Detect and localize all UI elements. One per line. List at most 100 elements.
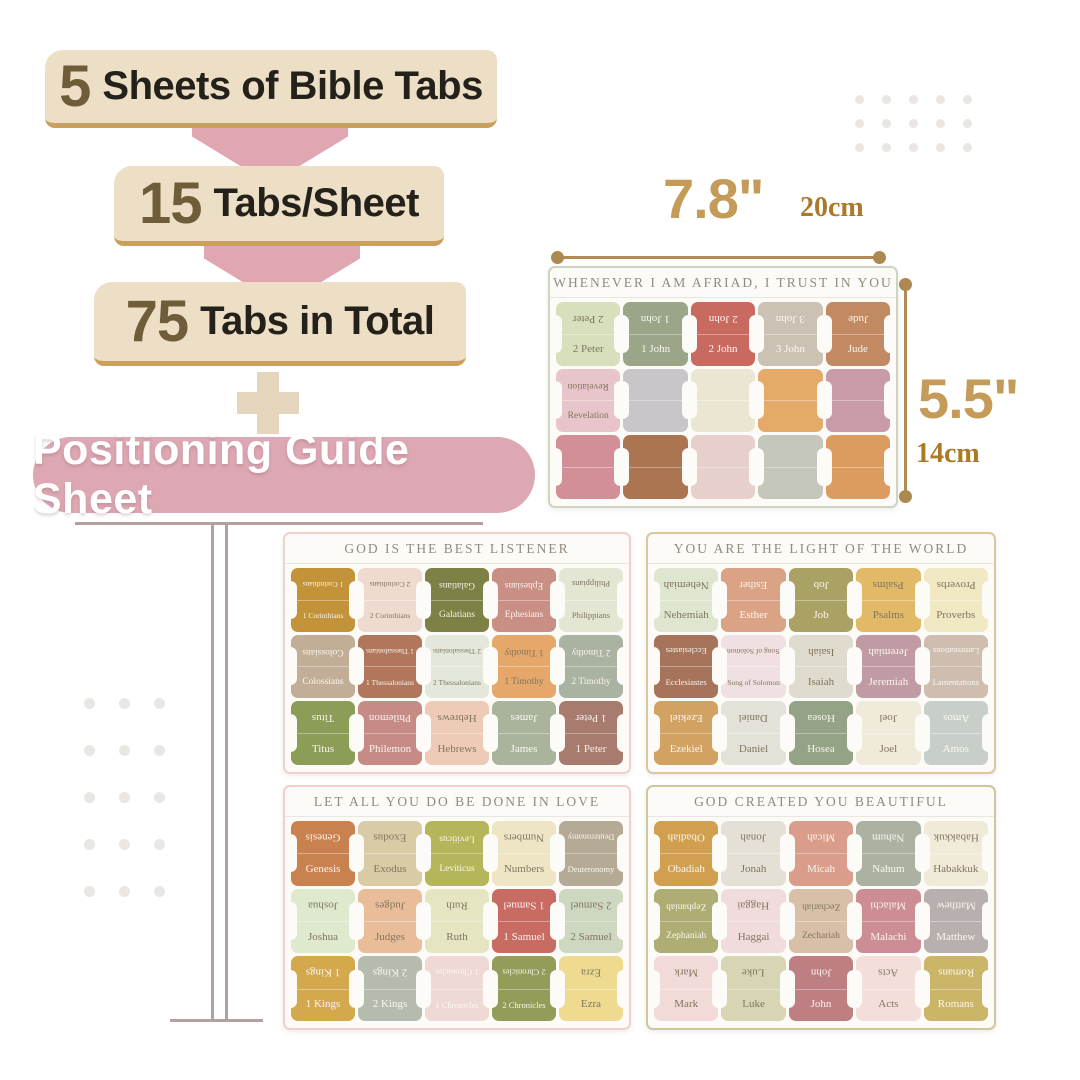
tab-label: Micah [806, 862, 836, 875]
tab-notch [849, 580, 863, 619]
tab-label-mirrored: Galatians [439, 579, 475, 590]
tab-notch [982, 901, 994, 940]
tab-label: Exodus [373, 862, 407, 875]
tab-label: 2 Samuel [570, 930, 612, 943]
measure-endpoint-dot [873, 251, 886, 264]
tab-label-mirrored: Nehemiah [663, 578, 709, 591]
tab-label-mirrored: 1 John [641, 312, 671, 325]
tab-notch [485, 834, 498, 873]
tab-notch [818, 448, 832, 487]
bible-tab-hebrews: Hebrews Hebrews [418, 701, 496, 765]
bible-tab-philemon: Philemon Philemon [351, 701, 429, 765]
bible-tab-ezekiel: Ezekiel Ezekiel [648, 701, 726, 765]
tab-label: Philemon [368, 742, 412, 755]
bible-tab-2-peter: 2 Peter 2 Peter [550, 302, 628, 366]
bible-tab-deuteronomy: Deuteronomy Deuteronomy [552, 821, 629, 886]
tab-label [758, 401, 822, 433]
tab-notch [982, 647, 994, 686]
tab-label: Ephesians [504, 609, 544, 620]
banner-text: Sheets of Bible Tabs [102, 64, 483, 108]
decorative-line [211, 522, 214, 1022]
tab-notch [351, 580, 364, 619]
tab-label-mirrored: Haggai [737, 899, 770, 912]
tab-label-mirrored: 1 Kings [305, 967, 341, 979]
bible-tab-esther: Esther Esther [714, 568, 793, 632]
bible-tab-romans: Romans Romans [916, 956, 994, 1021]
tab-grid: Nehemiah Nehemiah Esther Esther Job Job Psalms… [648, 564, 994, 772]
tab-notch [916, 714, 930, 753]
tab-label-mirrored: 2 Thessalonians [433, 646, 481, 656]
tab-notch [552, 714, 565, 753]
bible-tab-jonah: Jonah Jonah [714, 821, 793, 886]
decorative-dot [119, 839, 130, 850]
bible-tab-2-samuel: 2 Samuel 2 Samuel [552, 888, 629, 954]
tab-label: Romans [937, 998, 974, 1011]
tab-label: Joel [879, 742, 898, 755]
guide-banner-label: Positioning Guide Sheet [33, 426, 410, 523]
sheet-quote: WHENEVER I AM AFRIAD, I TRUST IN YOU [550, 268, 896, 298]
tab-label-mirrored: 2 Peter [572, 312, 604, 325]
tab-notch [550, 381, 562, 420]
tab-label: Ecclesiastes [665, 677, 707, 688]
bible-tab-1-timothy: 1 Timothy 1 Timothy [485, 634, 563, 699]
tab-notch [485, 647, 498, 686]
bible-tab-james: James James [485, 701, 563, 765]
bible-tab-ephesians: Ephesians Ephesians [485, 568, 563, 632]
decorative-line [170, 1019, 263, 1022]
height-cm-label: 14cm [916, 438, 980, 469]
blank-tab [751, 435, 830, 499]
bible-tab-lamentations: Lamentations Lamentations [916, 634, 994, 699]
height-measure-line [904, 284, 907, 496]
sheet-quote: YOU ARE THE LIGHT OF THE WORLD [648, 534, 994, 564]
tab-label-mirrored: 3 John [775, 312, 805, 325]
banner-total-tabs: 75 Tabs in Total [94, 282, 466, 366]
tab-label-mirrored: Amos [942, 711, 969, 724]
tab-label-mirrored: 2 Kings [372, 967, 408, 979]
tab-notch [552, 901, 565, 940]
tab-notch [648, 647, 660, 686]
tab-label-mirrored: Titus [311, 711, 335, 724]
bible-tab-matthew: Matthew Matthew [916, 888, 994, 954]
tab-label: Galatians [439, 609, 475, 620]
bible-tab-1-chronicles: 1 Chronicles 1 Chronicles [418, 956, 496, 1021]
tab-label: Hosea [807, 742, 835, 755]
tab-notch [285, 647, 297, 686]
tab-label-mirrored [623, 435, 687, 467]
tab-label-mirrored: Zechariah [802, 900, 840, 911]
tab-label-mirrored: 2 Timothy [571, 646, 611, 657]
tab-notch [781, 647, 795, 686]
tab-label: Ruth [446, 930, 468, 943]
tab-label-mirrored: Ephesians [504, 579, 544, 590]
tab-label: Colossians [302, 676, 344, 687]
tab-label-mirrored: Micah [806, 831, 836, 844]
bible-tab-1-samuel: 1 Samuel 1 Samuel [485, 888, 563, 954]
tab-label: 1 Corinthians [302, 610, 344, 620]
bible-tab-numbers: Numbers Numbers [485, 821, 563, 886]
tab-label-mirrored: Jeremiah [868, 645, 909, 658]
decorative-dot [855, 119, 864, 128]
width-inches-label: 7.8" [663, 167, 764, 230]
tab-label: Daniel [738, 742, 769, 755]
tab-notch [849, 901, 863, 940]
tab-label: 2 Timothy [571, 676, 611, 687]
tab-label-mirrored: Philemon [368, 711, 412, 724]
bible-tab-galatians: Galatians Galatians [418, 568, 496, 632]
tab-label-mirrored: Joshua [308, 899, 338, 912]
tab-label: Ezra [580, 998, 602, 1011]
sheet-quote: GOD CREATED YOU BEAUTIFUL [648, 787, 994, 817]
tab-notch [849, 647, 863, 686]
tab-label: Haggai [737, 930, 770, 943]
decorative-dot [936, 95, 945, 104]
bible-tab-leviticus: Leviticus Leviticus [418, 821, 496, 886]
tab-label-mirrored: Psalms [872, 578, 904, 591]
bible-tab-malachi: Malachi Malachi [849, 888, 928, 954]
decorative-dot [882, 119, 891, 128]
tab-label: Matthew [936, 930, 976, 943]
bible-tab-philippians: Philippians Philippians [552, 568, 629, 632]
tab-label [623, 401, 687, 433]
bible-tab-habakkuk: Habakkuk Habakkuk [916, 821, 994, 886]
decorative-dot [909, 119, 918, 128]
width-measure-line [557, 256, 879, 259]
decorative-dot [84, 792, 95, 803]
bible-tab-nehemiah: Nehemiah Nehemiah [648, 568, 726, 632]
